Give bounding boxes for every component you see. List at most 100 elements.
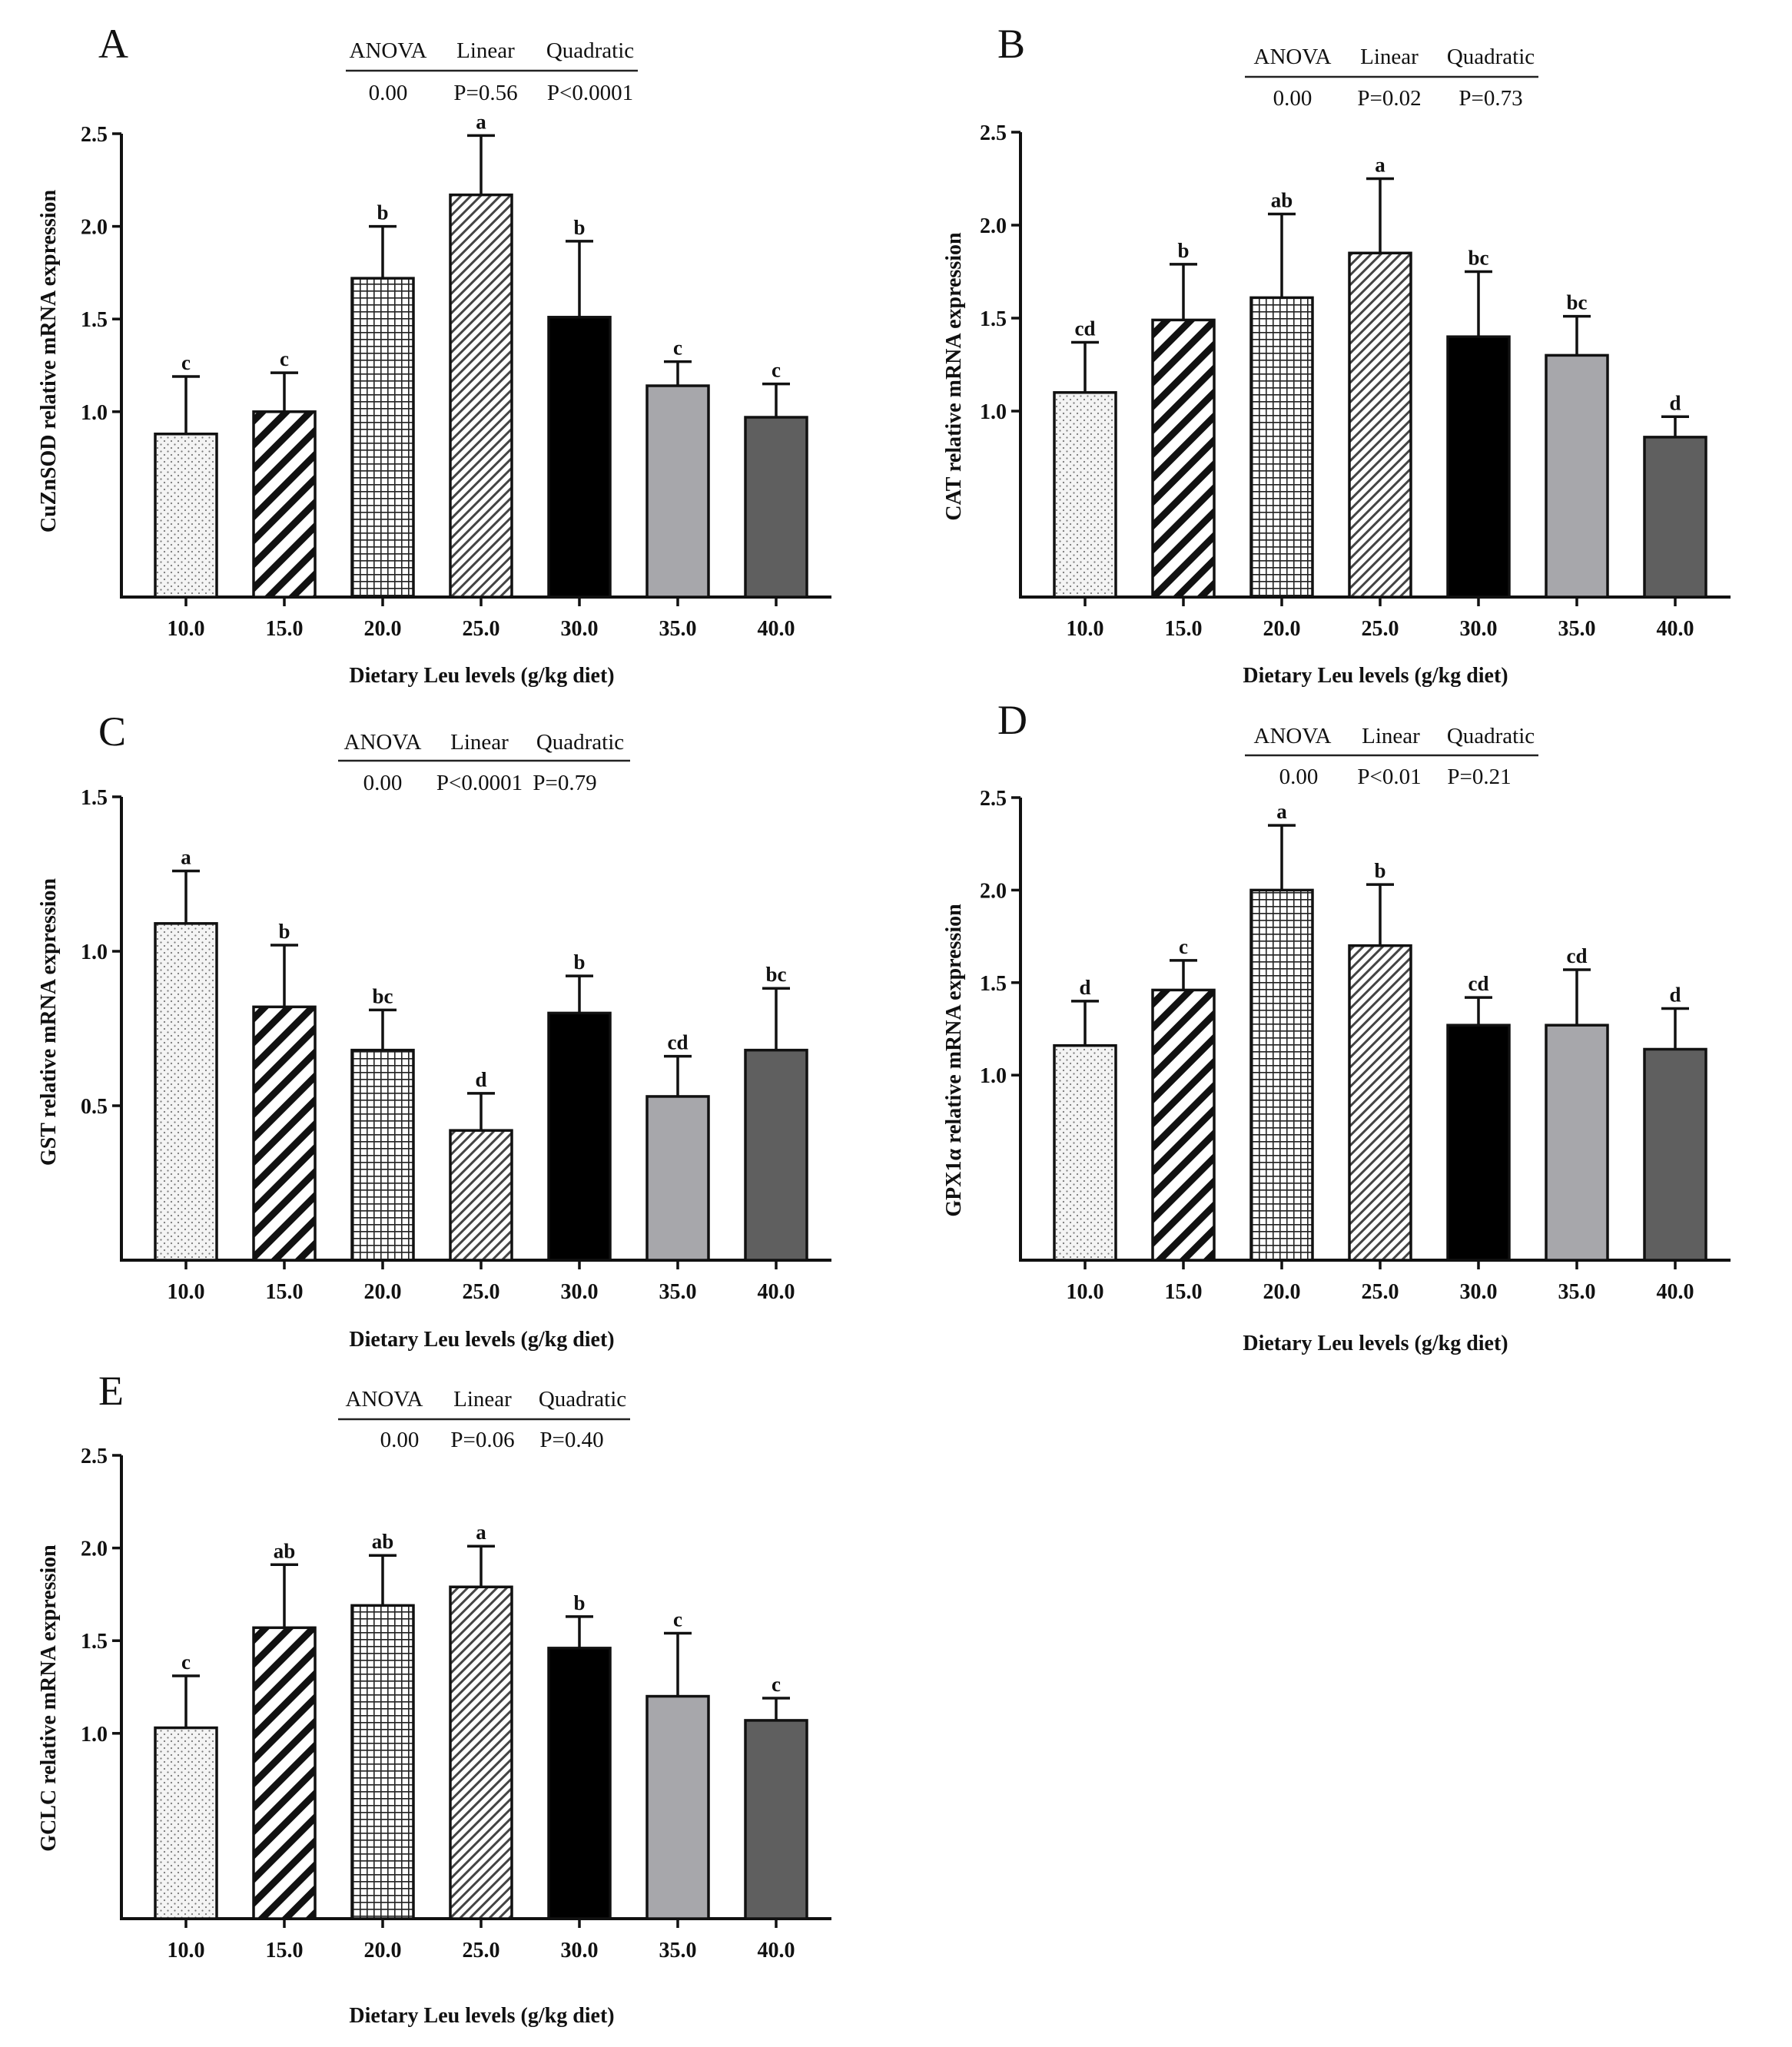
significance-letter: d bbox=[475, 1068, 486, 1091]
bar bbox=[1643, 1047, 1707, 1262]
significance-letter: b bbox=[573, 951, 585, 974]
x-tick-label: 35.0 bbox=[659, 617, 697, 641]
x-axis-title: Dietary Leu levels (g/kg diet) bbox=[1243, 664, 1508, 688]
significance-letter: b bbox=[1374, 859, 1385, 882]
stats-table: ANOVA Linear Quadratic 0.00 P=0.02 P=0.7… bbox=[1245, 45, 1538, 111]
chart-panel-e: E ANOVA Linear Quadratic 0.00 P=0.06 P=0… bbox=[37, 1368, 831, 2028]
y-tick-label: 1.0 bbox=[980, 400, 1007, 424]
significance-letter: ab bbox=[1271, 188, 1293, 211]
bar bbox=[1545, 1024, 1609, 1262]
stats-table: ANOVA Linear Quadratic 0.00 P<0.01 P=0.2… bbox=[1245, 724, 1538, 789]
bar bbox=[1053, 391, 1117, 599]
x-tick-label: 35.0 bbox=[659, 1939, 697, 1962]
stats-header-anova: ANOVA bbox=[344, 730, 422, 755]
significance-letter: cd bbox=[1567, 944, 1588, 967]
x-tick-label: 40.0 bbox=[758, 1280, 795, 1304]
y-tick-label: 2.0 bbox=[980, 214, 1007, 238]
significance-letter: d bbox=[1669, 391, 1681, 414]
stats-header-quadratic: Quadratic bbox=[539, 1387, 626, 1412]
y-tick-label: 1.0 bbox=[81, 1723, 108, 1747]
bar bbox=[1348, 944, 1412, 1262]
x-tick-label: 30.0 bbox=[1460, 1280, 1498, 1304]
chart-panel-c: C ANOVA Linear Quadratic 0.00 P<0.0001 P… bbox=[37, 708, 831, 1352]
significance-letter: b bbox=[573, 216, 585, 239]
stats-value-linear: P<0.0001 bbox=[436, 771, 523, 795]
bar bbox=[1446, 335, 1511, 599]
y-tick-label: 1.5 bbox=[980, 972, 1007, 996]
stats-header-linear: Linear bbox=[456, 38, 515, 63]
x-tick-label: 25.0 bbox=[1362, 1280, 1399, 1304]
stats-header-quadratic: Quadratic bbox=[1447, 724, 1535, 748]
y-tick-label: 2.0 bbox=[81, 216, 108, 240]
significance-letter: a bbox=[476, 1521, 486, 1544]
significance-letter: d bbox=[1079, 976, 1090, 999]
chart-panel-d: D ANOVA Linear Quadratic 0.00 P<0.01 P=0… bbox=[942, 697, 1731, 1355]
stats-value-quadratic: P=0.79 bbox=[533, 771, 596, 795]
significance-letter: bc bbox=[766, 963, 787, 986]
x-axis-title: Dietary Leu levels (g/kg diet) bbox=[349, 664, 614, 688]
y-tick-label: 1.0 bbox=[81, 941, 108, 964]
y-tick-label: 2.5 bbox=[980, 121, 1007, 145]
panel-label: A bbox=[98, 21, 128, 67]
stats-header-anova: ANOVA bbox=[1254, 724, 1332, 748]
bar bbox=[1446, 1024, 1511, 1262]
plot-area: 1.0 1.5 2.0 2.5 cd 10.0 b 15.0 ab 20.0 a 25.0 bc 30.0… bbox=[980, 121, 1731, 641]
significance-letter: ab bbox=[372, 1530, 394, 1553]
significance-letter: b bbox=[377, 201, 388, 224]
stats-header-anova: ANOVA bbox=[346, 1387, 423, 1412]
bar bbox=[547, 316, 612, 599]
x-tick-label: 40.0 bbox=[758, 617, 795, 641]
significance-letter: c bbox=[181, 351, 191, 374]
stats-value-linear: P=0.06 bbox=[450, 1428, 514, 1452]
bar bbox=[744, 1048, 808, 1262]
significance-letter: a bbox=[476, 110, 486, 133]
significance-letter: a bbox=[1276, 800, 1287, 823]
panel-label: D bbox=[997, 697, 1027, 743]
y-tick-label: 2.5 bbox=[980, 787, 1007, 811]
x-tick-label: 30.0 bbox=[561, 1280, 599, 1304]
bar bbox=[744, 1719, 808, 1920]
bar bbox=[350, 1048, 415, 1262]
x-tick-label: 15.0 bbox=[266, 1280, 304, 1304]
bar bbox=[1643, 436, 1707, 599]
significance-letter: cd bbox=[668, 1031, 689, 1054]
significance-letter: c bbox=[280, 347, 289, 370]
significance-letter: bc bbox=[373, 984, 393, 1007]
significance-letter: c bbox=[181, 1651, 191, 1674]
x-axis-title: Dietary Leu levels (g/kg diet) bbox=[349, 1328, 614, 1352]
stats-header-quadratic: Quadratic bbox=[536, 730, 624, 755]
y-tick-label: 1.0 bbox=[980, 1064, 1007, 1088]
y-axis-title: GST relative mRNA expression bbox=[37, 878, 61, 1166]
y-tick-label: 1.5 bbox=[81, 786, 108, 810]
bar bbox=[744, 416, 808, 599]
bar bbox=[1151, 318, 1216, 599]
significance-letter: c bbox=[772, 359, 781, 382]
x-tick-label: 10.0 bbox=[168, 1280, 205, 1304]
significance-letter: c bbox=[673, 1608, 682, 1631]
x-tick-label: 15.0 bbox=[1165, 1280, 1203, 1304]
x-tick-label: 25.0 bbox=[463, 617, 500, 641]
significance-letter: cd bbox=[1468, 972, 1489, 995]
stats-value-anova: 0.00 bbox=[363, 771, 403, 795]
x-tick-label: 15.0 bbox=[266, 617, 304, 641]
panel-label: B bbox=[997, 21, 1025, 67]
bar bbox=[154, 1726, 218, 1920]
bar bbox=[1249, 888, 1314, 1262]
x-tick-label: 20.0 bbox=[364, 1939, 402, 1962]
significance-letter: bc bbox=[1468, 247, 1489, 270]
x-tick-label: 40.0 bbox=[758, 1939, 795, 1962]
bar bbox=[1545, 353, 1609, 599]
x-tick-label: 15.0 bbox=[266, 1939, 304, 1962]
y-tick-label: 2.5 bbox=[81, 123, 108, 147]
stats-header-linear: Linear bbox=[1362, 724, 1420, 748]
significance-letter: a bbox=[181, 845, 191, 868]
stats-value-linear: P=0.56 bbox=[453, 81, 517, 105]
chart-panel-b: B ANOVA Linear Quadratic 0.00 P=0.02 P=0… bbox=[942, 21, 1731, 688]
x-tick-label: 40.0 bbox=[1657, 617, 1694, 641]
stats-value-linear: P=0.02 bbox=[1357, 86, 1421, 111]
stats-value-quadratic: P=0.21 bbox=[1447, 765, 1511, 789]
bar bbox=[449, 193, 513, 599]
plot-area: 1.0 1.5 2.0 2.5 d 10.0 c 15.0 a 20.0 b 25.0 cd 30.0 cd… bbox=[980, 787, 1731, 1304]
plot-area: 1.0 1.5 2.0 2.5 c 10.0 c 15.0 b 20.0 a 25.0 b 30.0 c 35… bbox=[81, 110, 831, 641]
